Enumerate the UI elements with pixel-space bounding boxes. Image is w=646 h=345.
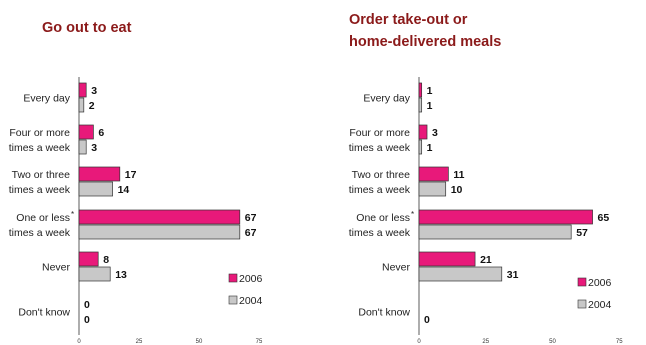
- chart1-legend-swatch-2004: [228, 295, 238, 305]
- chart2-value-label-2004-1: 1: [427, 100, 433, 112]
- chart2-value-label-2004-2: 1: [427, 142, 433, 154]
- chart1-value-label-2006-1: 3: [91, 85, 97, 97]
- chart2-title-line-2: home-delivered meals: [349, 34, 501, 50]
- chart2-value-label-2006-5: 21: [480, 254, 492, 266]
- chart2-tick-label-50: 50: [549, 339, 556, 345]
- chart2-category-label-6: Don't know: [358, 307, 410, 319]
- chart2-tick-label-75: 75: [616, 339, 623, 345]
- chart2-bar-2004-3: [418, 181, 447, 197]
- chart1-legend-swatch-2006: [228, 273, 238, 283]
- chart2-value-label-2004-4: 57: [576, 227, 588, 239]
- chart1-value-label-2006-3: 17: [125, 169, 137, 181]
- chart1-bar-2004-1: [78, 97, 85, 113]
- chart1-value-label-2004-6: 0: [84, 314, 90, 326]
- chart2-asterisk-mark: *: [411, 210, 414, 219]
- chart2-value-label-2006-1: 1: [427, 85, 433, 97]
- chart2-bar-2004-5: [418, 266, 503, 282]
- chart2-value-label-2006-2: 3: [432, 127, 438, 139]
- chart2-value-label-2004-3: 10: [451, 184, 463, 196]
- chart1-legend-label-2004: 2004: [239, 295, 263, 307]
- chart2-tick-label-0: 0: [417, 339, 421, 345]
- chart1-asterisk-mark: *: [71, 210, 74, 219]
- chart2-bar-2006-3: [418, 166, 449, 182]
- chart2-bar-2004-4: [418, 224, 572, 240]
- chart1-tick-label-0: 0: [77, 339, 81, 345]
- chart2-bar-2004-2: [418, 139, 423, 155]
- chart1-value-label-2004-3: 14: [118, 184, 130, 196]
- chart1-category-label-5: Never: [42, 262, 71, 274]
- chart2-category-label-4-line-1: One or less: [356, 212, 410, 224]
- chart1-value-label-2006-2: 6: [98, 127, 104, 139]
- chart2-category-label-1: Every day: [363, 93, 410, 105]
- chart2-title-line-1: Order take-out or: [349, 12, 468, 28]
- chart1-category-label-2-line-2: times a week: [9, 142, 71, 154]
- chart2-bar-2006-1: [418, 82, 423, 98]
- chart2-legend-label-2004: 2004: [588, 299, 612, 311]
- chart1-bar-2004-4: [78, 224, 241, 240]
- chart1-value-label-2004-4: 67: [245, 227, 257, 239]
- chart2-bar-2006-5: [418, 251, 476, 267]
- chart2-category-label-5: Never: [382, 262, 411, 274]
- chart2-bar-2006-4: [418, 209, 593, 225]
- chart1-value-label-2006-6: 0: [84, 299, 90, 311]
- chart2-value-label-2004-6: 0: [424, 314, 430, 326]
- chart2-tick-label-25: 25: [482, 339, 489, 345]
- chart1-value-label-2004-2: 3: [91, 142, 97, 154]
- chart1-value-label-2006-4: 67: [245, 212, 257, 224]
- chart2-legend-label-2006: 2006: [588, 277, 612, 289]
- chart2-value-label-2004-5: 31: [507, 269, 519, 281]
- chart2-category-label-2-line-1: Four or more: [349, 127, 410, 139]
- chart2-category-label-3-line-2: times a week: [349, 184, 411, 196]
- chart2-category-label-2-line-2: times a week: [349, 142, 411, 154]
- chart1-category-label-6: Don't know: [18, 307, 70, 319]
- chart1-value-label-2004-1: 2: [89, 100, 95, 112]
- chart1-value-label-2004-5: 13: [115, 269, 127, 281]
- chart1-category-label-3-line-2: times a week: [9, 184, 71, 196]
- chart1-bar-2006-5: [78, 251, 99, 267]
- chart1-bar-2006-4: [78, 209, 241, 225]
- chart2-bar-2006-2: [418, 124, 428, 140]
- chart1-title-line-1: Go out to eat: [42, 20, 132, 36]
- chart1-category-label-4-line-2: times a week: [9, 227, 71, 239]
- chart1-tick-label-25: 25: [136, 339, 143, 345]
- chart1-bar-2004-3: [78, 181, 113, 197]
- chart1-category-label-1: Every day: [23, 93, 70, 105]
- chart1-tick-label-75: 75: [256, 339, 263, 345]
- chart1-bar-2006-1: [78, 82, 87, 98]
- chart1-bar-2004-5: [78, 266, 111, 282]
- chart2-value-label-2006-4: 65: [598, 212, 610, 224]
- chart1-category-label-4-line-1: One or less: [16, 212, 70, 224]
- chart1-tick-label-50: 50: [196, 339, 203, 345]
- chart2-category-label-3-line-1: Two or three: [352, 169, 411, 181]
- chart1-bar-2004-2: [78, 139, 87, 155]
- chart1-category-label-2-line-1: Four or more: [9, 127, 70, 139]
- chart2-category-label-4-line-2: times a week: [349, 227, 411, 239]
- chart2-bar-2004-1: [418, 97, 423, 113]
- chart2-legend-swatch-2004: [577, 299, 587, 309]
- chart2-value-label-2006-3: 11: [453, 169, 464, 181]
- chart1-category-label-3-line-1: Two or three: [12, 169, 71, 181]
- chart1-bar-2006-3: [78, 166, 121, 182]
- chart1-value-label-2006-5: 8: [103, 254, 109, 266]
- chart1-bar-2006-2: [78, 124, 94, 140]
- chart1-legend-label-2006: 2006: [239, 273, 263, 285]
- chart2-legend-swatch-2006: [577, 277, 587, 287]
